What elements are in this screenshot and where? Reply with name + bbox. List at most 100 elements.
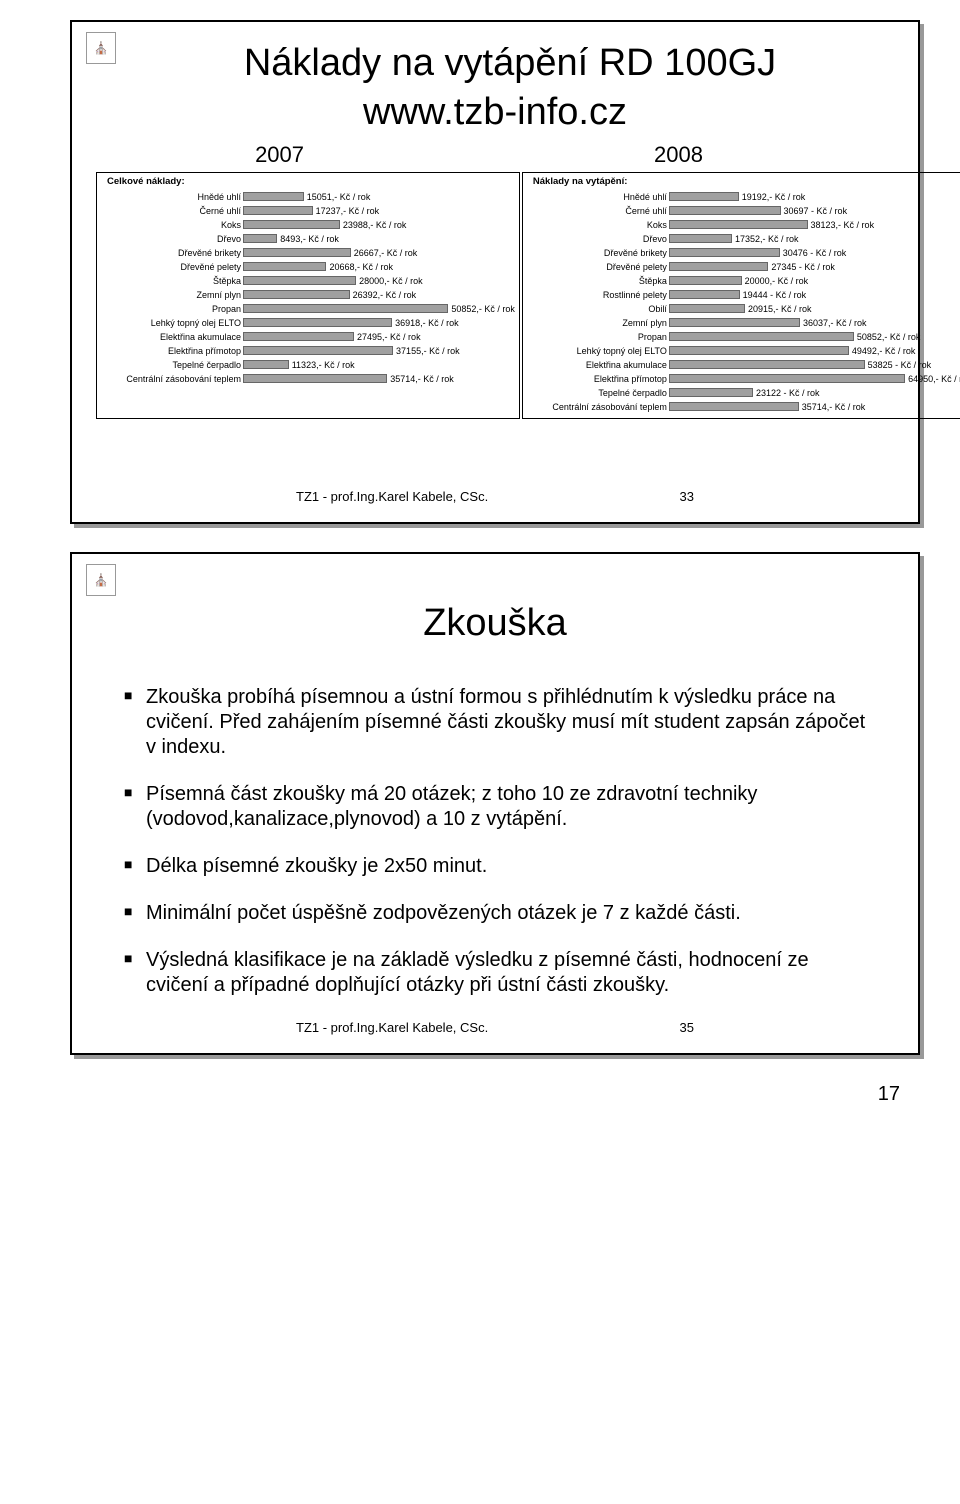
- slide-logo: ⛪: [86, 32, 116, 64]
- bar: [669, 206, 781, 215]
- slide2-title: Zkouška: [96, 602, 894, 645]
- slide2-bullets: Zkouška probíhá písemnou a ústní formou …: [96, 685, 894, 998]
- slide-2: ⛪ Zkouška Zkouška probíhá písemnou a úst…: [70, 552, 920, 1055]
- bar-wrap: 23988,- Kč / rok: [243, 220, 515, 230]
- bar-row: Centrální zásobování teplem 35714,- Kč / …: [101, 372, 515, 386]
- bar-row: Dřevěné pelety27345 - Kč / rok: [527, 260, 960, 274]
- bar: [243, 262, 326, 271]
- bar-label: Propan: [527, 332, 669, 342]
- bar-wrap: 35714,- Kč / rok: [669, 402, 960, 412]
- bullet-item: Délka písemné zkoušky je 2x50 minut.: [124, 854, 876, 879]
- bar-label: Propan: [101, 304, 243, 314]
- bar-label: Koks: [527, 220, 669, 230]
- bar-row: Rostlinné pelety19444 - Kč / rok: [527, 288, 960, 302]
- bar-row: Elektřina přímotop64950,- Kč / rok: [527, 372, 960, 386]
- bar-row: Lehký topný olej ELTO49492,- Kč / rok: [527, 344, 960, 358]
- bar-row: Dřevěné brikety26667,- Kč / rok: [101, 246, 515, 260]
- chart-2008-title: Náklady na vytápění:: [533, 177, 960, 188]
- bar: [669, 346, 849, 355]
- slide-logo: ⛪: [86, 564, 116, 596]
- bar-row: Koks38123,- Kč / rok: [527, 218, 960, 232]
- bar-value: 17237,- Kč / rok: [313, 206, 380, 216]
- bar-row: Tepelné čerpadlo11323,- Kč / rok: [101, 358, 515, 372]
- bar-value: 36918,- Kč / rok: [392, 318, 459, 328]
- bar-row: Dřevěné brikety30476 - Kč / rok: [527, 246, 960, 260]
- bar-wrap: 26392,- Kč / rok: [243, 290, 515, 300]
- bar: [243, 192, 304, 201]
- bullet-item: Výsledná klasifikace je na základě výsle…: [124, 948, 876, 998]
- bar: [669, 332, 854, 341]
- bar-label: Hnědé uhlí: [101, 192, 243, 202]
- bullet-item: Písemná část zkoušky má 20 otázek; z toh…: [124, 782, 876, 832]
- bar: [243, 304, 448, 313]
- bar-value: 19444 - Kč / rok: [740, 290, 807, 300]
- bar-row: Hnědé uhlí15051,- Kč / rok: [101, 190, 515, 204]
- bar-value: 49492,- Kč / rok: [849, 346, 916, 356]
- bar-label: Elektřina přímotop: [101, 346, 243, 356]
- bar: [669, 402, 799, 411]
- bar-wrap: 35714,- Kč / rok: [243, 374, 515, 384]
- bar: [669, 262, 768, 271]
- bar-row: Štěpka28000,- Kč / rok: [101, 274, 515, 288]
- bar-wrap: 38123,- Kč / rok: [669, 220, 960, 230]
- bar-wrap: 20668,- Kč / rok: [243, 262, 515, 272]
- bar: [243, 360, 289, 369]
- bar: [243, 276, 356, 285]
- bullet-item: Zkouška probíhá písemnou a ústní formou …: [124, 685, 876, 760]
- bar: [243, 374, 387, 383]
- bar-row: Elektřina akumulace53825 - Kč / rok: [527, 358, 960, 372]
- year-row: 2007 2008: [96, 142, 894, 168]
- bar-wrap: 23122 - Kč / rok: [669, 388, 960, 398]
- bar: [243, 206, 313, 215]
- bar-label: Dřevěné brikety: [101, 248, 243, 258]
- bar-label: Lehký topný olej ELTO: [101, 318, 243, 328]
- bar-label: Centrální zásobování teplem: [527, 402, 669, 412]
- bar-row: Elektřina přímotop37155,- Kč / rok: [101, 344, 515, 358]
- bar: [669, 234, 732, 243]
- bar-wrap: 27495,- Kč / rok: [243, 332, 515, 342]
- bar-label: Centrální zásobování teplem: [101, 374, 243, 384]
- bar: [243, 290, 350, 299]
- bar-value: 50852,- Kč / rok: [448, 304, 515, 314]
- bar-value: 30476 - Kč / rok: [780, 248, 847, 258]
- bar-value: 35714,- Kč / rok: [387, 374, 454, 384]
- bar-value: 17352,- Kč / rok: [732, 234, 799, 244]
- bar-value: 8493,- Kč / rok: [277, 234, 339, 244]
- bar: [243, 332, 354, 341]
- bar-label: Tepelné čerpadlo: [527, 388, 669, 398]
- bar-wrap: 49492,- Kč / rok: [669, 346, 960, 356]
- bar-wrap: 15051,- Kč / rok: [243, 192, 515, 202]
- bar-value: 36037,- Kč / rok: [800, 318, 867, 328]
- bar-wrap: 27345 - Kč / rok: [669, 262, 960, 272]
- bar-value: 64950,- Kč / rok: [905, 374, 960, 384]
- bar-label: Štěpka: [101, 276, 243, 286]
- bullet-item: Minimální počet úspěšně zodpovězených ot…: [124, 901, 876, 926]
- bar: [669, 220, 808, 229]
- bar-value: 20915,- Kč / rok: [745, 304, 812, 314]
- bar: [243, 220, 340, 229]
- chart-2007: Celkové náklady: Hnědé uhlí15051,- Kč / …: [96, 172, 520, 419]
- bar-wrap: 53825 - Kč / rok: [669, 360, 960, 370]
- bar-label: Zemní plyn: [101, 290, 243, 300]
- year-2007: 2007: [96, 142, 463, 168]
- bar-row: Centrální zásobování teplem35714,- Kč / …: [527, 400, 960, 414]
- bar-wrap: 19192,- Kč / rok: [669, 192, 960, 202]
- bar-label: Dřevěné pelety: [527, 262, 669, 272]
- bar-wrap: 11323,- Kč / rok: [243, 360, 515, 370]
- bar-value: 30697 - Kč / rok: [781, 206, 848, 216]
- bar-row: Obilí 20915,- Kč / rok: [527, 302, 960, 316]
- bar-row: Hnědé uhlí19192,- Kč / rok: [527, 190, 960, 204]
- bar-wrap: 17237,- Kč / rok: [243, 206, 515, 216]
- bar: [669, 276, 742, 285]
- bar-value: 53825 - Kč / rok: [865, 360, 932, 370]
- bar-label: Obilí: [527, 304, 669, 314]
- page-number: 17: [70, 1083, 920, 1106]
- bar-wrap: 50852,- Kč / rok: [669, 332, 960, 342]
- bar-value: 27495,- Kč / rok: [354, 332, 421, 342]
- bar-wrap: 64950,- Kč / rok: [669, 374, 960, 384]
- bar-wrap: 30476 - Kč / rok: [669, 248, 960, 258]
- bar: [669, 304, 745, 313]
- bar-row: Tepelné čerpadlo23122 - Kč / rok: [527, 386, 960, 400]
- slide1-footer-num: 33: [680, 489, 694, 504]
- bar-value: 20000,- Kč / rok: [742, 276, 809, 286]
